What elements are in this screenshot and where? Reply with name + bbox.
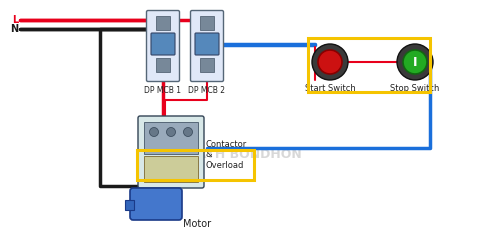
- Circle shape: [397, 44, 433, 80]
- Text: Motor: Motor: [183, 219, 211, 229]
- FancyBboxPatch shape: [138, 116, 204, 188]
- FancyBboxPatch shape: [195, 33, 219, 55]
- Bar: [125, 200, 134, 210]
- Bar: [156, 16, 170, 30]
- Text: L: L: [12, 15, 18, 25]
- FancyBboxPatch shape: [146, 11, 180, 82]
- Bar: [144, 156, 198, 182]
- Text: Start Switch: Start Switch: [305, 84, 355, 93]
- Bar: [144, 122, 198, 154]
- Text: Stop Switch: Stop Switch: [390, 84, 440, 93]
- Circle shape: [183, 127, 192, 137]
- Circle shape: [167, 127, 176, 137]
- Circle shape: [149, 127, 158, 137]
- Text: Contactor
&
Overload: Contactor & Overload: [206, 140, 247, 170]
- Circle shape: [318, 50, 342, 74]
- FancyBboxPatch shape: [130, 188, 182, 220]
- Bar: [156, 58, 170, 72]
- Text: DP MCB 2: DP MCB 2: [189, 86, 226, 95]
- Bar: [200, 58, 214, 72]
- Circle shape: [403, 50, 427, 74]
- Text: N: N: [10, 24, 18, 34]
- FancyBboxPatch shape: [151, 33, 175, 55]
- Text: I: I: [413, 55, 417, 68]
- Circle shape: [312, 44, 348, 80]
- Text: EARTH BONDHON: EARTH BONDHON: [179, 149, 301, 162]
- Bar: [200, 16, 214, 30]
- FancyBboxPatch shape: [191, 11, 224, 82]
- Text: DP MCB 1: DP MCB 1: [144, 86, 181, 95]
